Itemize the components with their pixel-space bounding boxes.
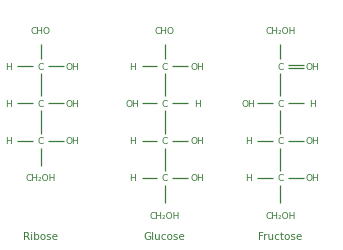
- Text: OH: OH: [66, 136, 80, 145]
- Text: H: H: [129, 62, 136, 72]
- Text: Ribose: Ribose: [23, 231, 58, 241]
- Text: C: C: [277, 174, 284, 183]
- Text: C: C: [277, 62, 284, 72]
- Text: C: C: [277, 136, 284, 145]
- Text: Glucose: Glucose: [144, 231, 186, 241]
- Text: CH₂OH: CH₂OH: [265, 211, 296, 220]
- Text: CH₂OH: CH₂OH: [265, 26, 296, 36]
- Text: OH: OH: [306, 174, 320, 183]
- Text: OH: OH: [306, 62, 320, 72]
- Text: H: H: [129, 136, 136, 145]
- Text: C: C: [162, 62, 168, 72]
- Text: C: C: [37, 100, 44, 108]
- Text: CH₂OH: CH₂OH: [150, 211, 180, 220]
- Text: H: H: [129, 174, 136, 183]
- Text: C: C: [37, 136, 44, 145]
- Text: C: C: [277, 100, 284, 108]
- Text: C: C: [162, 174, 168, 183]
- Text: H: H: [5, 100, 12, 108]
- Text: C: C: [37, 62, 44, 72]
- Text: H: H: [194, 100, 200, 108]
- Text: H: H: [245, 174, 251, 183]
- Text: CHO: CHO: [155, 26, 175, 36]
- Text: Fructose: Fructose: [258, 231, 303, 241]
- Text: H: H: [245, 136, 251, 145]
- Text: OH: OH: [126, 100, 139, 108]
- Text: OH: OH: [190, 62, 204, 72]
- Text: OH: OH: [190, 136, 204, 145]
- Text: H: H: [5, 136, 12, 145]
- Text: CH₂OH: CH₂OH: [25, 174, 56, 183]
- Text: OH: OH: [306, 136, 320, 145]
- Text: C: C: [162, 136, 168, 145]
- Text: H: H: [5, 62, 12, 72]
- Text: C: C: [162, 100, 168, 108]
- Text: OH: OH: [66, 62, 80, 72]
- Text: OH: OH: [190, 174, 204, 183]
- Text: CHO: CHO: [31, 26, 50, 36]
- Text: OH: OH: [241, 100, 255, 108]
- Text: H: H: [309, 100, 316, 108]
- Text: OH: OH: [66, 100, 80, 108]
